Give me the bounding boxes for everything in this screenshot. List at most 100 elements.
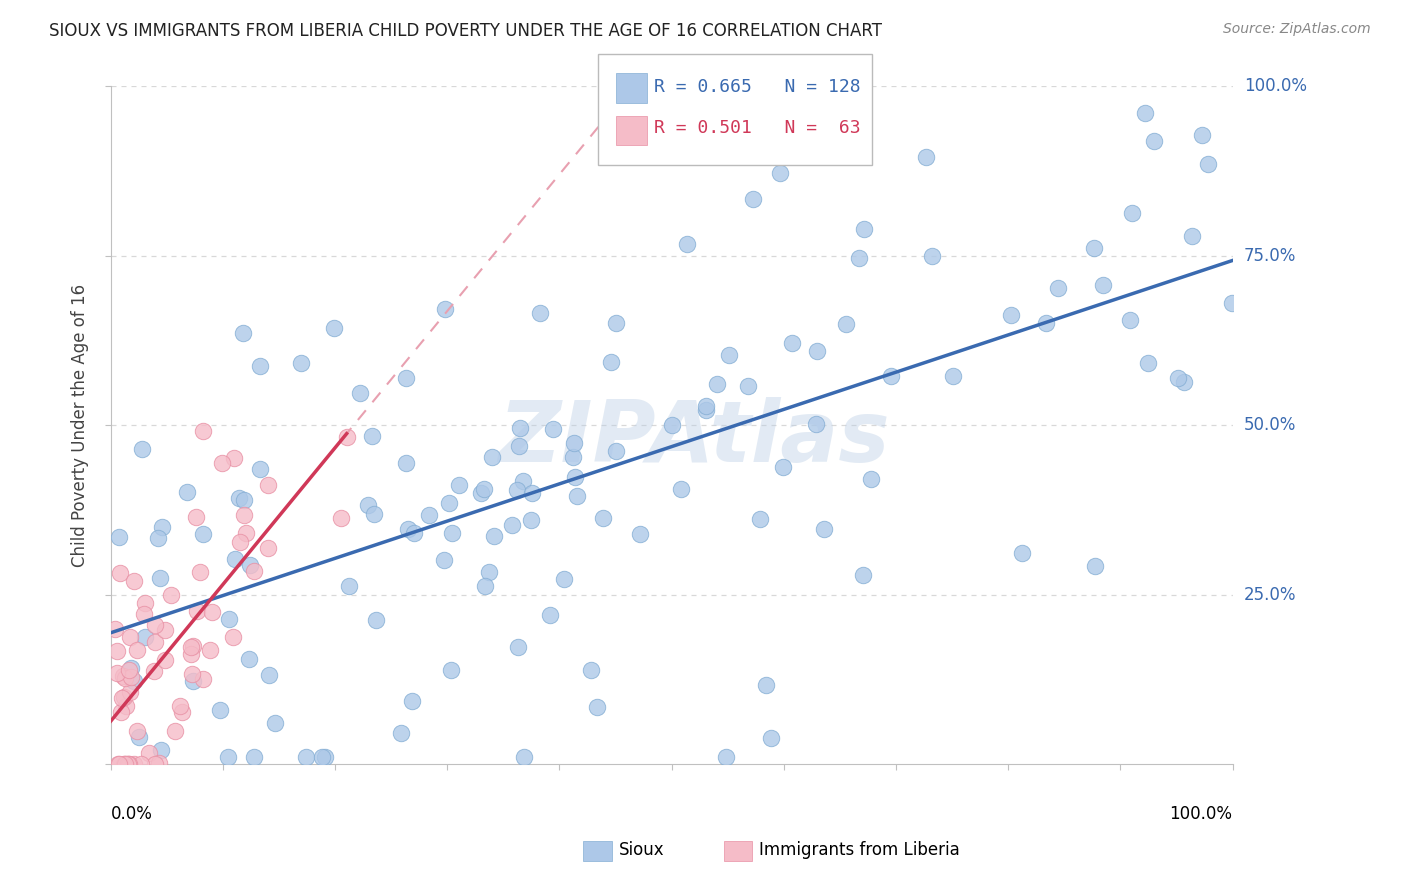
Point [107,757,129,772]
Point [191,424,214,438]
Point [671,482,693,496]
Point [401,693,423,707]
Point [501,517,523,532]
Point [506,640,529,654]
Point [472,483,495,497]
Point [134,596,156,610]
Point [481,450,503,464]
Text: 100.0%: 100.0% [1170,805,1233,823]
Point [193,672,215,686]
Point [433,553,456,567]
Point [104,622,127,636]
Point [108,566,131,580]
Point [209,702,232,716]
Point [565,489,588,503]
Point [217,750,239,764]
Point [695,403,717,417]
Point [112,690,135,705]
Point [440,663,463,677]
Point [1197,157,1219,171]
Point [108,757,131,772]
Point [357,498,380,512]
Point [193,527,215,541]
Point [211,456,233,470]
Point [506,483,529,497]
Point [232,508,254,522]
Point [169,699,191,714]
Point [198,643,221,657]
Point [478,565,501,579]
Point [848,252,870,266]
Point [1011,546,1033,560]
Point [1121,206,1143,220]
Point [180,640,202,655]
Point [111,690,134,705]
Point [695,399,717,413]
Point [772,460,794,475]
Point [125,643,148,657]
Point [1091,277,1114,292]
Point [114,757,136,772]
Point [336,430,359,444]
Point [290,356,312,370]
Point [329,511,352,525]
Point [233,493,256,508]
Point [127,724,149,739]
Point [112,757,135,772]
Point [520,486,543,500]
Point [122,757,145,772]
Text: ZIPAtlas: ZIPAtlas [498,398,890,481]
Point [249,359,271,373]
Point [364,613,387,627]
Point [769,166,792,180]
Point [513,750,536,764]
Point [160,588,183,602]
Point [122,574,145,589]
Point [150,742,173,756]
Point [395,456,418,470]
Text: 75.0%: 75.0% [1244,247,1296,265]
Point [470,485,492,500]
Point [914,150,936,164]
Point [110,705,132,719]
Point [509,421,531,435]
Point [508,439,530,453]
Point [117,757,139,772]
Point [482,529,505,543]
Point [806,343,828,358]
Point [228,491,250,505]
Point [149,570,172,584]
Point [118,757,141,772]
Point [256,541,278,555]
Point [120,670,142,684]
Point [172,705,194,719]
Point [131,442,153,457]
Point [349,385,371,400]
Point [138,746,160,760]
Point [295,750,318,764]
Point [1220,296,1243,310]
Point [619,121,641,136]
Point [229,535,252,549]
Point [880,369,903,384]
Point [749,512,772,526]
Point [529,306,551,320]
Point [541,422,564,436]
Point [118,663,141,677]
Point [418,508,440,522]
Point [114,757,136,772]
Text: 25.0%: 25.0% [1244,586,1296,604]
Point [1118,313,1140,327]
Point [592,511,614,525]
Point [180,647,202,661]
Point [153,653,176,667]
Point [389,726,412,740]
Point [176,485,198,500]
Point [186,509,208,524]
Point [404,525,426,540]
Point [108,530,131,544]
Text: 50.0%: 50.0% [1244,417,1296,434]
Text: Immigrants from Liberia: Immigrants from Liberia [759,841,960,859]
Point [238,652,260,666]
Point [148,756,170,770]
